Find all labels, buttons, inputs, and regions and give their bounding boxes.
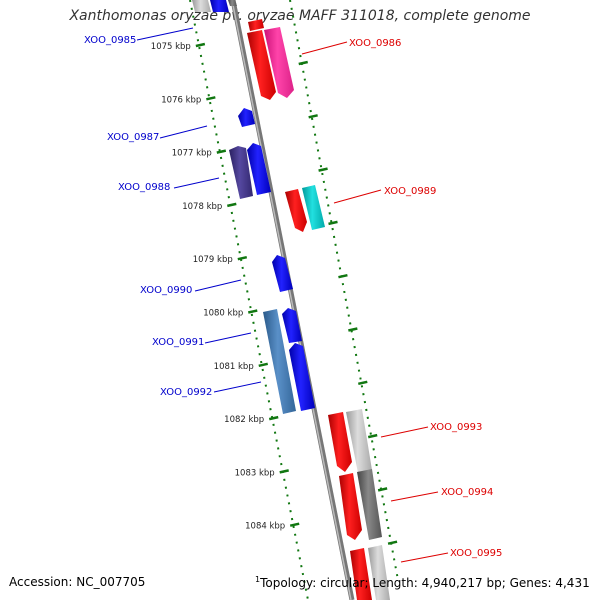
tick-mark-left xyxy=(206,96,216,101)
tick-label: 1078 kbp xyxy=(182,202,222,212)
genome-title: Xanthomonas oryzae pv. oryzae MAFF 31101… xyxy=(69,8,531,24)
minus-strand-guide xyxy=(189,0,309,600)
gene-xoo-0992[interactable] xyxy=(289,343,315,411)
label-xoo-0989[interactable]: XOO_0989 xyxy=(384,186,436,197)
tick-label: 1077 kbp xyxy=(172,149,212,159)
tick-mark-left xyxy=(279,469,289,474)
topology-value: Topology: circular; Length: 4,940,217 bp… xyxy=(260,576,590,590)
gene-xoo-0993[interactable] xyxy=(328,412,352,472)
gene-xoo-0988[interactable] xyxy=(247,143,271,195)
gene-xoo-0989-cyan[interactable] xyxy=(302,185,325,230)
leader-xoo-0986 xyxy=(301,41,348,55)
gene-xoo-0989[interactable] xyxy=(285,189,307,232)
tick-mark-right xyxy=(377,487,388,492)
leader-lines xyxy=(136,27,449,563)
accession-text: Accession: NC_007705 xyxy=(9,575,146,589)
leader-xoo-0993 xyxy=(380,426,429,438)
tick-label: 1075 kbp xyxy=(151,42,191,52)
topology-superscript: 1 xyxy=(255,575,261,584)
tick-mark-left xyxy=(289,522,300,527)
gene-xoo-0992-steel[interactable] xyxy=(263,309,296,414)
label-xoo-0986[interactable]: XOO_0986 xyxy=(349,38,401,49)
tick-mark-right xyxy=(328,220,338,226)
tick-mark-right xyxy=(338,273,348,279)
tick-mark-left xyxy=(227,202,237,208)
gene-xoo-0986-pink[interactable] xyxy=(264,27,294,98)
tick-label: 1084 kbp xyxy=(245,522,285,532)
leader-xoo-0989 xyxy=(333,189,382,204)
genome-axis xyxy=(230,0,355,600)
tick-marks-right xyxy=(298,60,398,545)
tick-label: 1083 kbp xyxy=(235,468,275,478)
gene-xoo-0994[interactable] xyxy=(339,473,362,540)
label-xoo-0991[interactable]: XOO_0991 xyxy=(152,337,204,348)
gene-top-red-stub[interactable] xyxy=(248,19,264,31)
gene-xoo-0987[interactable] xyxy=(238,108,255,127)
tick-mark-left xyxy=(195,42,206,48)
gene-xoo-0995[interactable] xyxy=(350,548,372,600)
label-xoo-0988[interactable]: XOO_0988 xyxy=(118,182,170,193)
gene-xoo-0993-gray[interactable] xyxy=(346,409,372,473)
tick-mark-left xyxy=(216,149,227,154)
tick-mark-right xyxy=(348,327,358,332)
label-xoo-0990[interactable]: XOO_0990 xyxy=(140,285,192,296)
gene-xoo-0986[interactable] xyxy=(247,30,276,100)
gene-xoo-0990[interactable] xyxy=(272,255,293,292)
label-xoo-0995[interactable]: XOO_0995 xyxy=(450,548,502,559)
tick-mark-right xyxy=(308,114,318,119)
leader-xoo-0991 xyxy=(204,332,252,344)
label-xoo-0987[interactable]: XOO_0987 xyxy=(107,132,159,143)
gene-partial-gray[interactable] xyxy=(192,0,211,12)
tick-label: 1079 kbp xyxy=(193,255,233,265)
tick-mark-right xyxy=(387,540,398,545)
gene-xoo-0994-gray[interactable] xyxy=(357,469,382,540)
tick-mark-left xyxy=(247,309,258,314)
label-xoo-0994[interactable]: XOO_0994 xyxy=(441,487,493,498)
topology-text: 1Topology: circular; Length: 4,940,217 b… xyxy=(255,575,590,590)
tick-mark-right xyxy=(367,433,378,439)
gene-xoo-0985-partial[interactable] xyxy=(210,0,229,12)
leader-xoo-0985 xyxy=(136,27,194,41)
tick-mark-right xyxy=(298,60,309,66)
gene-partial-gray-right[interactable] xyxy=(228,0,237,6)
tick-label: 1082 kbp xyxy=(224,415,264,425)
tick-mark-left xyxy=(268,415,279,421)
tick-mark-left xyxy=(237,255,248,261)
label-xoo-0993[interactable]: XOO_0993 xyxy=(430,422,482,433)
leader-xoo-0995 xyxy=(400,552,449,563)
leader-xoo-0992 xyxy=(213,381,262,393)
tick-mark-right xyxy=(358,380,368,386)
leader-xoo-0994 xyxy=(390,491,439,502)
tick-mark-left xyxy=(258,362,269,368)
gene-glyphs xyxy=(192,0,390,600)
tick-labels: 1075 kbp 1076 kbp 1077 kbp 1078 kbp 1079 kbp… xyxy=(151,42,285,532)
label-xoo-0992[interactable]: XOO_0992 xyxy=(160,387,212,398)
tick-label: 1081 kbp xyxy=(214,362,254,372)
tick-mark-right xyxy=(318,167,328,172)
gene-xoo-0995-gray[interactable] xyxy=(368,545,390,600)
leader-xoo-0988 xyxy=(173,177,220,189)
leader-xoo-0990 xyxy=(194,279,242,292)
tick-label: 1076 kbp xyxy=(161,95,201,105)
label-xoo-0985[interactable]: XOO_0985 xyxy=(84,35,136,46)
gene-xoo-0988-navy[interactable] xyxy=(229,146,253,199)
gene-xoo-0991[interactable] xyxy=(282,308,302,343)
gene-labels: XOO_0985 XOO_0986 XOO_0987 XOO_0988 XOO_… xyxy=(84,35,502,559)
tick-marks-left xyxy=(195,42,300,527)
tick-label: 1080 kbp xyxy=(203,309,243,319)
leader-xoo-0987 xyxy=(159,125,208,139)
genome-axis-highlight xyxy=(231,0,352,600)
